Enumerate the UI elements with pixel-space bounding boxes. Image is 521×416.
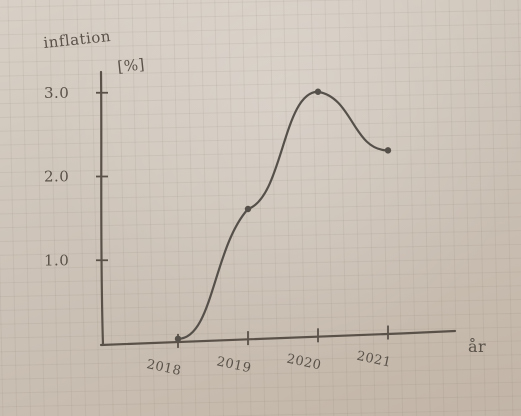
data-point (244, 205, 252, 213)
series-line (176, 90, 390, 340)
data-point (314, 88, 322, 95)
x-axis-label: år (468, 337, 486, 356)
x-tick-label: 2019 (215, 354, 252, 376)
x-tick-label: 2021 (355, 349, 392, 371)
x-tick-label: 2020 (285, 352, 322, 374)
x-tick-label: 2018 (145, 357, 182, 379)
data-point (384, 147, 392, 154)
y-tick-label: 3.0 (44, 84, 69, 102)
y-axis-label: inflation (43, 27, 112, 52)
y-tick-label: 1.0 (44, 251, 69, 269)
data-point (174, 335, 182, 343)
y-axis-unit: [%] (117, 55, 146, 76)
y-axis (99, 70, 105, 347)
x-axis (99, 329, 457, 347)
y-tick-label: 2.0 (44, 168, 69, 186)
